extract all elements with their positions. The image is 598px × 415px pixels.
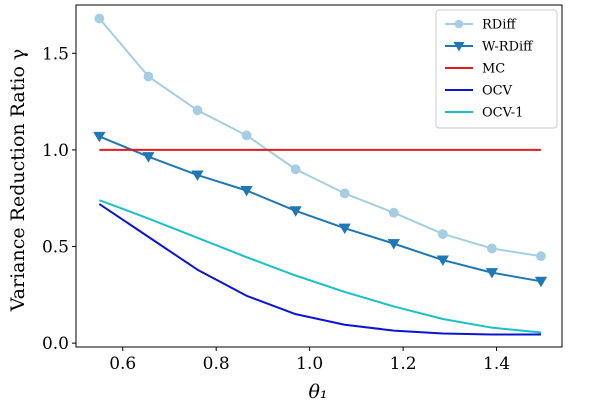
y-tick-label: 1.0 — [42, 141, 69, 161]
data-point — [94, 13, 105, 24]
data-point — [387, 239, 400, 250]
data-point — [143, 71, 154, 82]
legend-label: OCV-1 — [482, 106, 523, 121]
y-tick-label: 0.5 — [42, 238, 69, 258]
x-tick-label: 1.2 — [390, 354, 417, 374]
legend-label: OCV — [482, 84, 513, 99]
data-point — [93, 131, 106, 143]
legend-box — [435, 9, 558, 129]
y-tick-label: 1.5 — [42, 44, 69, 64]
y-axis-label: Variance Reduction Ratio γ — [7, 49, 29, 313]
data-point — [142, 152, 155, 163]
legend-item: OCV-1 — [445, 106, 523, 121]
x-tick-label: 0.6 — [109, 354, 136, 374]
data-point — [338, 223, 351, 235]
legend-item: RDiff — [445, 18, 517, 33]
axes-layer: 0.6 0.8 1.0 1.2 1.4 0.0 0.5 1.0 1.5 — [42, 4, 563, 374]
data-point — [240, 185, 253, 197]
data-point — [339, 188, 350, 199]
series-line — [98, 17, 542, 258]
legend-swatch-marker — [453, 41, 465, 52]
legend: RDiff W-RDiff MC OCV OCV-1 — [435, 9, 558, 129]
legend-item: OCV — [445, 84, 513, 99]
axes-frame — [75, 4, 563, 348]
series-ocv-1 — [99, 199, 542, 334]
x-tick-label: 0.8 — [203, 354, 230, 374]
legend-label: MC — [482, 62, 505, 77]
legend-label: RDiff — [482, 18, 517, 33]
data-point — [487, 243, 497, 254]
data-point — [485, 268, 499, 279]
data-point — [436, 255, 449, 266]
data-point — [191, 170, 204, 181]
data-point — [241, 130, 252, 141]
legend-item: W-RDiff — [445, 40, 534, 55]
data-point — [290, 164, 301, 175]
data-point — [437, 229, 448, 239]
data-point — [289, 206, 302, 217]
legend-label: W-RDiff — [482, 40, 534, 55]
series-layer — [93, 13, 548, 336]
y-tick-label: 0.0 — [42, 334, 69, 354]
data-point — [192, 105, 203, 116]
series-line — [99, 199, 542, 334]
legend-swatch-marker — [454, 19, 464, 29]
series-line — [98, 203, 541, 336]
x-tick-label: 1.0 — [296, 354, 323, 374]
data-point — [388, 207, 399, 218]
series-line — [98, 135, 542, 283]
x-tick-label: 1.4 — [483, 354, 510, 374]
x-axis-label: θ₁ — [308, 381, 327, 403]
data-point — [536, 251, 546, 262]
series-rdiff — [94, 13, 546, 262]
legend-item: MC — [445, 62, 505, 77]
series-ocv — [98, 203, 541, 336]
series-w-rdiff — [93, 131, 548, 288]
data-point — [534, 276, 548, 288]
